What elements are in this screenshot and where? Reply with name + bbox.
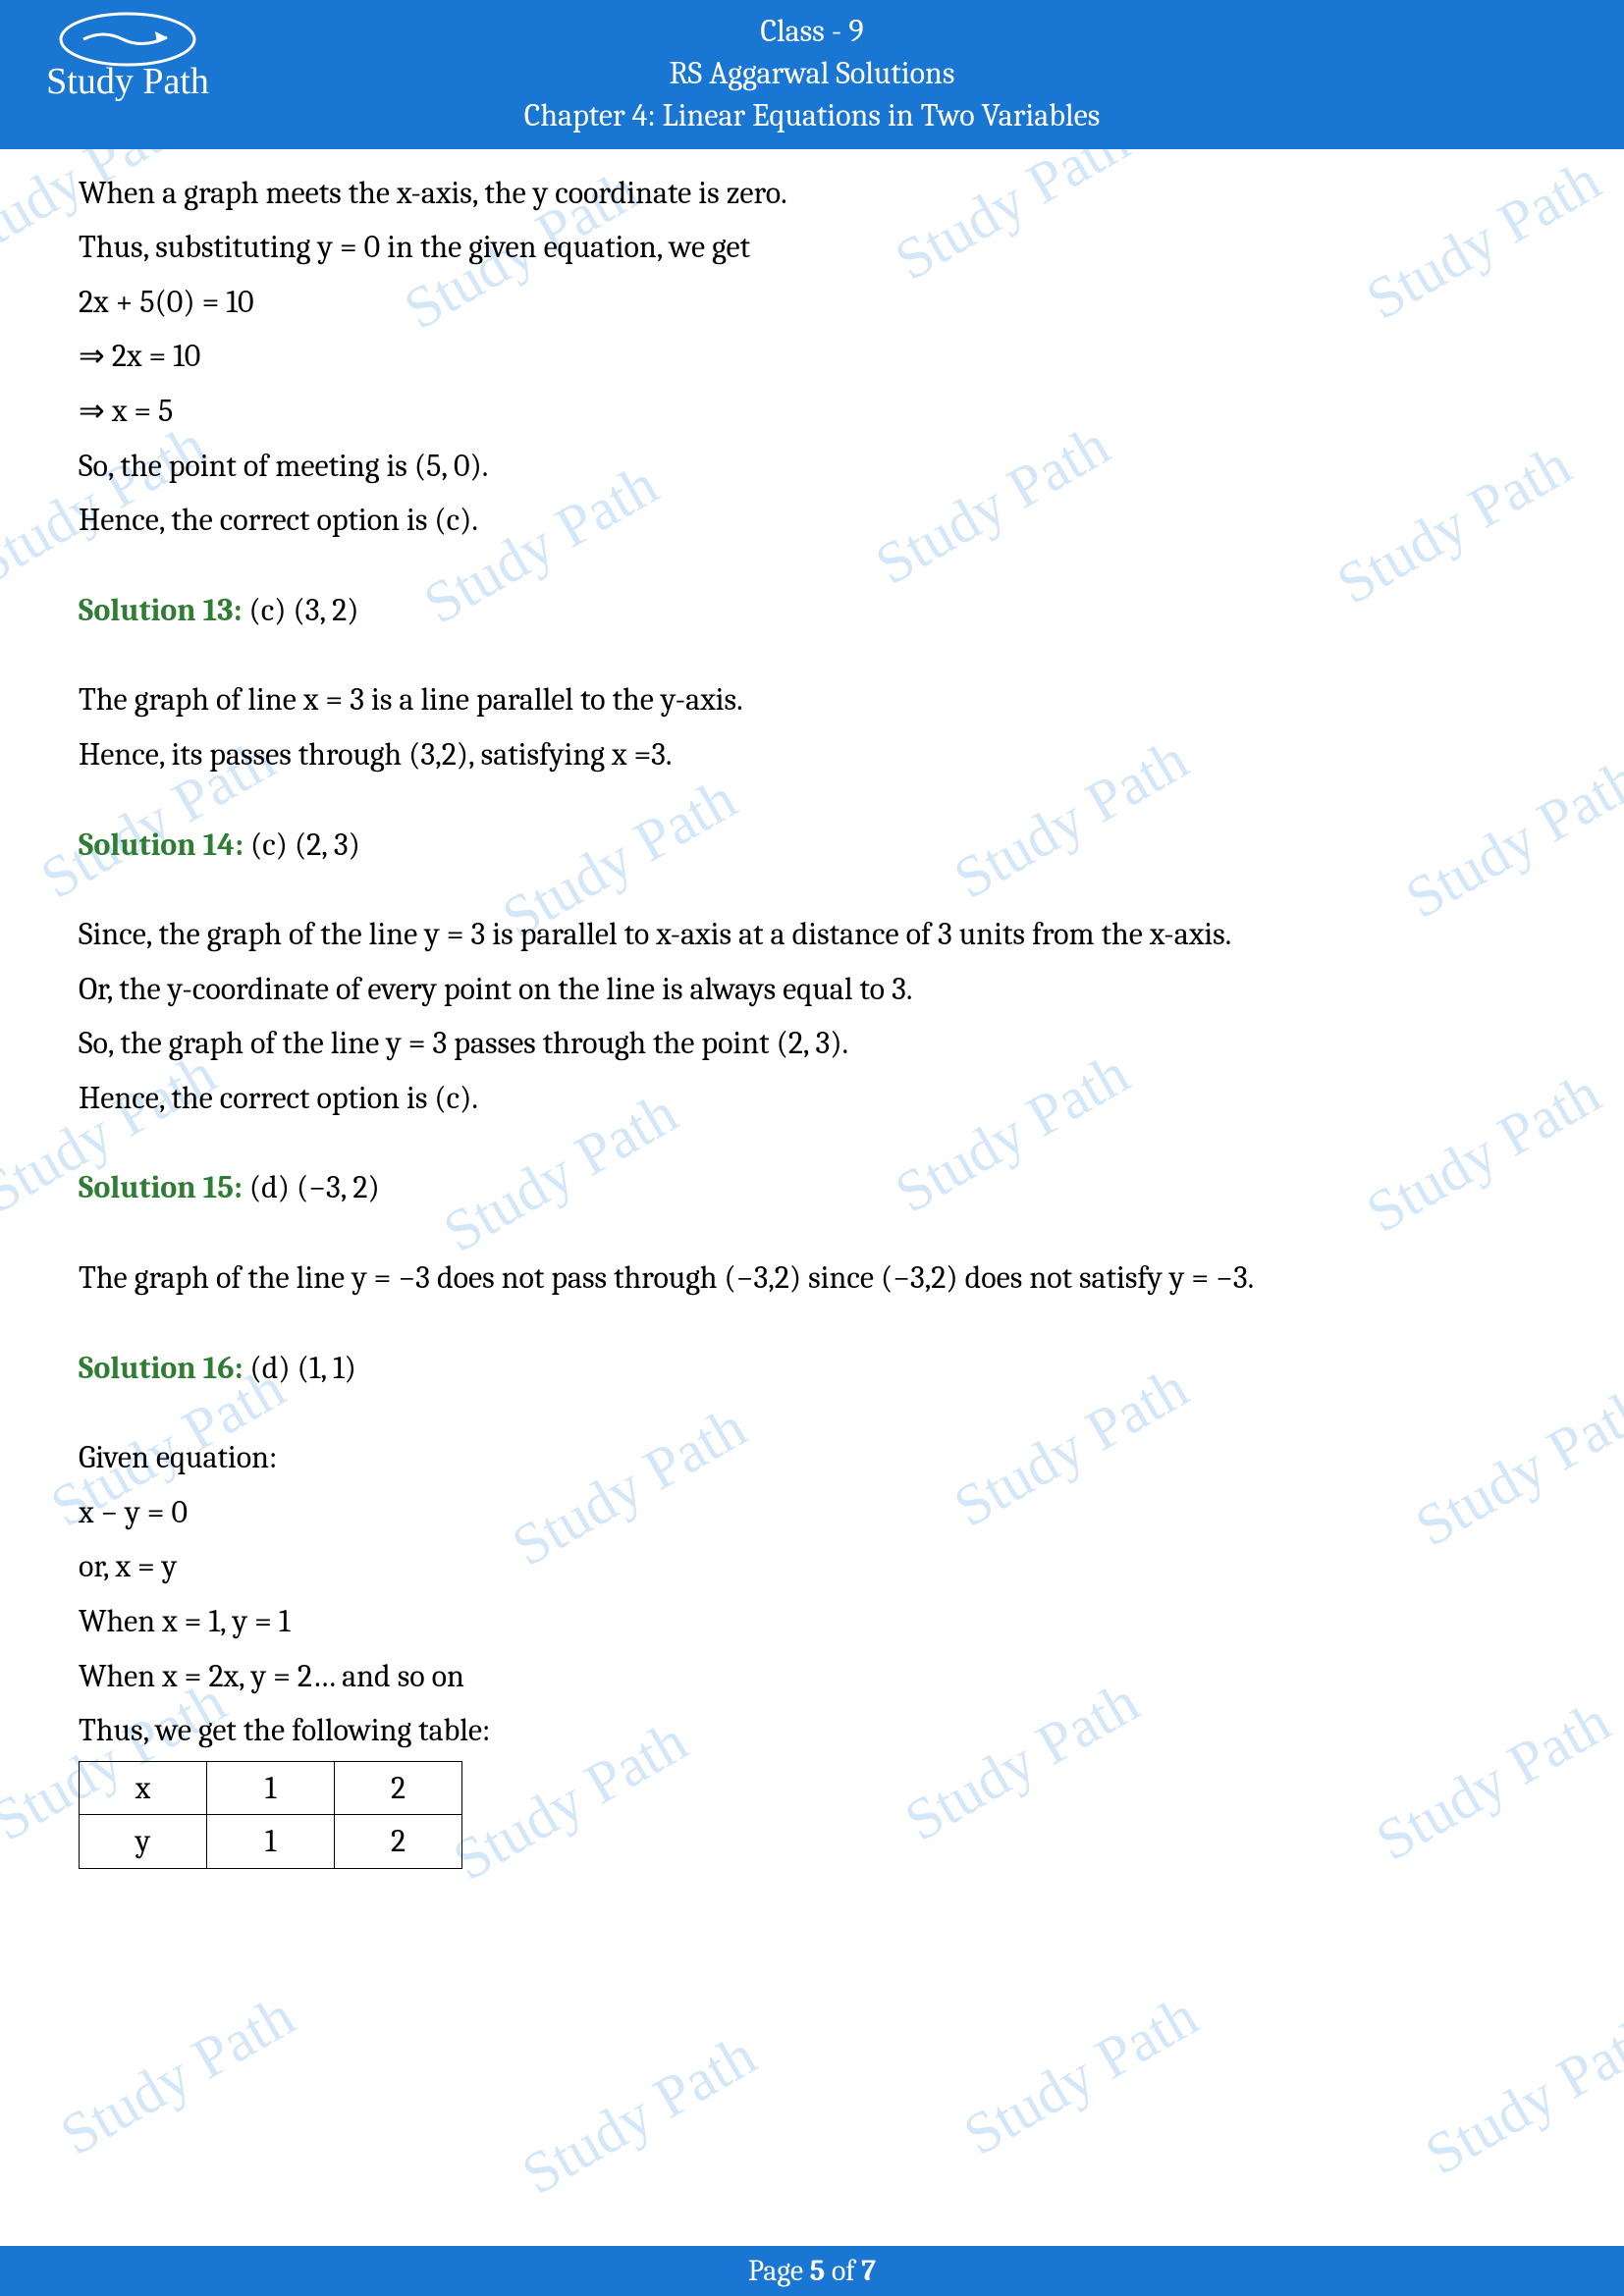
page-header: Study Path Class - 9 RS Aggarwal Solutio… bbox=[0, 0, 1624, 149]
solution-answer: (d) (1, 1) bbox=[243, 1350, 355, 1386]
footer-total-pages: 7 bbox=[861, 2254, 876, 2288]
solution-14-line: Since, the graph of the line y = 3 is pa… bbox=[79, 910, 1545, 959]
solution-label: Solution 16: bbox=[79, 1350, 243, 1386]
table-row: x 1 2 bbox=[80, 1761, 462, 1815]
intro-line: When a graph meets the x-axis, the y coo… bbox=[79, 169, 1545, 218]
intro-line: Hence, the correct option is (c). bbox=[79, 496, 1545, 545]
intro-line: ⇒ 2x = 10 bbox=[79, 332, 1545, 381]
footer-middle: of bbox=[825, 2254, 861, 2288]
solution-15-line: The graph of the line y = −3 does not pa… bbox=[79, 1254, 1545, 1303]
footer-prefix: Page bbox=[748, 2254, 810, 2288]
solution-16-heading: Solution 16: (d) (1, 1) bbox=[79, 1344, 1545, 1393]
solution-14-line: So, the graph of the line y = 3 passes t… bbox=[79, 1019, 1545, 1068]
watermark: Study Path bbox=[511, 2021, 767, 2209]
table-cell: y bbox=[80, 1815, 207, 1869]
solution-16-table: x 1 2 y 1 2 bbox=[79, 1761, 462, 1869]
solution-16-line: x − y = 0 bbox=[79, 1488, 1545, 1537]
intro-line: Thus, substituting y = 0 in the given eq… bbox=[79, 223, 1545, 272]
solution-16-line: When x = 1, y = 1 bbox=[79, 1597, 1545, 1646]
solution-14-heading: Solution 14: (c) (2, 3) bbox=[79, 821, 1545, 870]
solution-label: Solution 14: bbox=[79, 827, 244, 863]
solution-13-line: The graph of line x = 3 is a line parall… bbox=[79, 675, 1545, 724]
page-content: When a graph meets the x-axis, the y coo… bbox=[0, 149, 1624, 1869]
header-title: RS Aggarwal Solutions bbox=[0, 52, 1624, 94]
footer-current-page: 5 bbox=[810, 2254, 826, 2288]
table-cell: 1 bbox=[207, 1761, 335, 1815]
solution-label: Solution 15: bbox=[79, 1169, 243, 1205]
intro-line: ⇒ x = 5 bbox=[79, 387, 1545, 436]
solution-answer: (d) (−3, 2) bbox=[243, 1169, 380, 1205]
watermark: Study Path bbox=[1414, 2002, 1624, 2189]
watermark: Study Path bbox=[952, 1982, 1209, 2169]
study-path-logo: Study Path bbox=[29, 10, 226, 108]
solution-16-line: or, x = y bbox=[79, 1542, 1545, 1591]
solution-16-line: When x = 2x, y = 2… and so on bbox=[79, 1652, 1545, 1701]
header-class-line: Class - 9 bbox=[0, 10, 1624, 52]
page-footer: Page 5 of 7 bbox=[0, 2246, 1624, 2296]
solution-14-line: Or, the y-coordinate of every point on t… bbox=[79, 965, 1545, 1014]
solution-15-heading: Solution 15: (d) (−3, 2) bbox=[79, 1163, 1545, 1212]
solution-answer: (c) (3, 2) bbox=[243, 592, 359, 628]
solution-label: Solution 13: bbox=[79, 592, 243, 628]
svg-text:Study Path: Study Path bbox=[46, 61, 209, 102]
solution-13-heading: Solution 13: (c) (3, 2) bbox=[79, 586, 1545, 635]
solution-14-line: Hence, the correct option is (c). bbox=[79, 1074, 1545, 1123]
watermark: Study Path bbox=[49, 1982, 305, 2169]
header-chapter: Chapter 4: Linear Equations in Two Varia… bbox=[0, 94, 1624, 136]
table-row: y 1 2 bbox=[80, 1815, 462, 1869]
solution-16-line: Given equation: bbox=[79, 1433, 1545, 1482]
solution-16-line: Thus, we get the following table: bbox=[79, 1706, 1545, 1755]
solution-13-line: Hence, its passes through (3,2), satisfy… bbox=[79, 730, 1545, 779]
intro-line: So, the point of meeting is (5, 0). bbox=[79, 442, 1545, 491]
intro-line: 2x + 5(0) = 10 bbox=[79, 278, 1545, 327]
table-cell: 2 bbox=[335, 1815, 462, 1869]
table-cell: 2 bbox=[335, 1761, 462, 1815]
table-cell: x bbox=[80, 1761, 207, 1815]
table-cell: 1 bbox=[207, 1815, 335, 1869]
solution-answer: (c) (2, 3) bbox=[244, 827, 360, 863]
